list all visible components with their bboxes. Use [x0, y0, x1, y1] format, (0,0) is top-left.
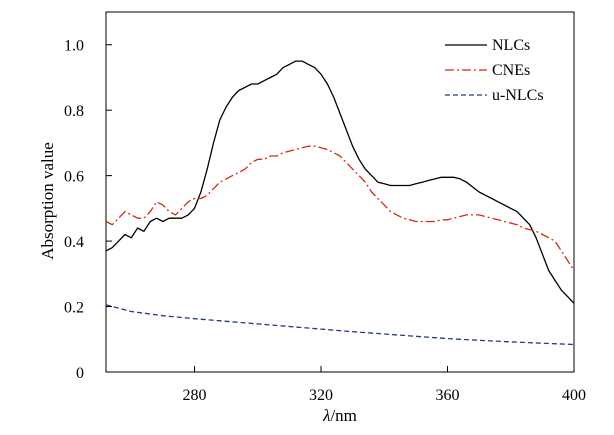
x-axis-title-symbol: λ	[322, 406, 330, 425]
y-tick-label: 0.4	[64, 234, 84, 251]
axis-ticks: 280 320 360 400 0 0.2 0.4 0.6 0.8 1.0	[64, 38, 586, 404]
series-line-u-nlcs	[105, 304, 575, 346]
legend-label-cnes: CNEs	[492, 62, 530, 79]
y-tick-label: 0.8	[64, 103, 84, 120]
plot-area-border	[105, 11, 575, 373]
x-tick-label: 360	[436, 387, 460, 404]
y-tick-label: 0	[76, 365, 84, 382]
y-axis-title: Absorption value	[38, 142, 57, 260]
series-layer	[105, 60, 575, 346]
x-axis-title: λ/nm	[322, 406, 357, 425]
series-line-nlcs	[105, 60, 575, 304]
legend: NLCs CNEs u-NLCs	[445, 37, 544, 104]
y-tick-label: 0.2	[64, 300, 84, 317]
x-tick-label: 320	[309, 387, 333, 404]
y-tick-label: 0.6	[64, 169, 84, 186]
legend-label-u-nlcs: u-NLCs	[492, 87, 544, 104]
x-tick-label: 400	[562, 387, 586, 404]
x-tick-label: 280	[183, 387, 207, 404]
x-axis-title-unit: /nm	[330, 406, 356, 425]
y-tick-label: 1.0	[64, 38, 84, 55]
legend-label-nlcs: NLCs	[492, 37, 530, 54]
series-line-cnes	[105, 145, 575, 271]
plot-frame	[105, 11, 575, 373]
